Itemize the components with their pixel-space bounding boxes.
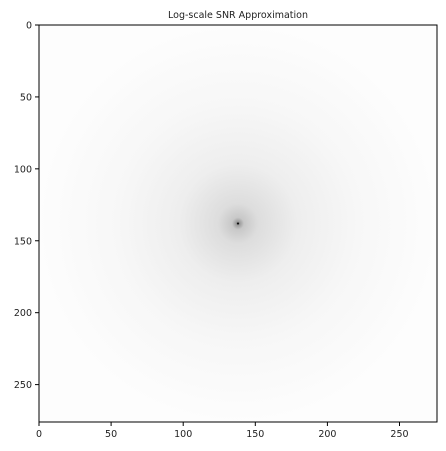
y-axis: 0 50 100 150 200 250 [14, 21, 39, 391]
x-tick-label: 100 [174, 429, 192, 440]
y-tick-label: 0 [26, 21, 32, 32]
x-tick-label: 0 [36, 429, 42, 440]
axes-frame [38, 24, 438, 423]
plot-area [39, 25, 437, 422]
y-tick-label: 200 [14, 308, 32, 319]
x-tick-label: 50 [105, 429, 117, 440]
x-tick-label: 200 [318, 429, 336, 440]
peak-point [237, 222, 239, 225]
y-tick-label: 100 [14, 164, 32, 175]
y-tick-label: 150 [14, 236, 32, 247]
x-tick-label: 150 [246, 429, 264, 440]
chart-title: Log-scale SNR Approximation [168, 10, 308, 21]
y-tick-label: 250 [14, 380, 32, 391]
y-tick-label: 50 [20, 92, 32, 103]
x-tick-label: 250 [390, 429, 408, 440]
x-axis: 0 50 100 150 200 250 [36, 422, 409, 440]
